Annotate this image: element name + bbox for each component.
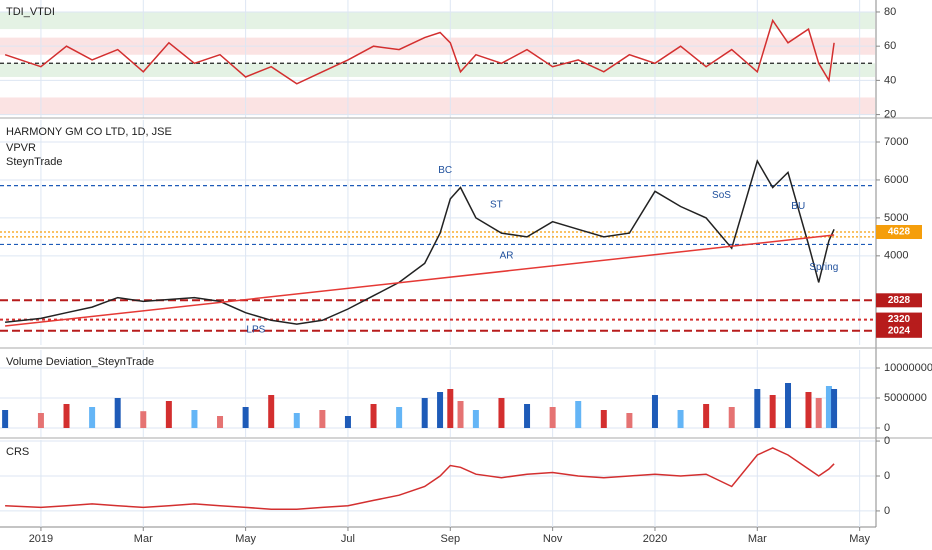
level-label: 2828 [888,295,911,306]
annotation: BC [438,165,452,176]
annotation: ST [490,199,503,210]
level-label-box [876,312,922,327]
volume-bar [626,413,633,428]
y-tick-label: 80 [884,6,896,18]
y-tick-label: 4000 [884,250,908,262]
volume-bar [825,386,832,428]
volume-bar [268,395,275,428]
y-tick-label: 0 [884,505,890,517]
volume-bar [2,410,9,428]
volume-bar [437,392,444,428]
x-tick-label: 2019 [29,533,53,545]
annotation: SoS [712,190,731,201]
volume-bar [754,389,761,428]
volume-bar [651,395,658,428]
level-label: 4628 [888,227,911,238]
volume-bar [114,398,121,428]
y-tick-label: 6000 [884,174,908,186]
volume-bar [370,404,377,428]
volume-bar [191,410,198,428]
panel-subtitle: SteynTrade [6,156,62,168]
x-tick-label: Sep [441,533,461,545]
annotation: BU [791,201,805,212]
y-tick-label: 10000000 [884,362,932,374]
y-tick-label: 0 [884,422,890,434]
level-label-box [876,293,922,308]
y-tick-label: 0 [884,435,890,447]
zone [0,97,875,115]
series-line [5,159,835,325]
x-tick-label: May [235,533,256,545]
volume-bar [677,410,684,428]
series-line [5,447,835,510]
volume-bar [447,389,454,428]
panel-title: Volume Deviation_SteynTrade [6,356,154,368]
panel-subtitle: VPVR [6,142,36,154]
level-label-box [876,225,922,240]
volume-bar [457,401,464,428]
y-tick-label: 20 [884,108,896,120]
zone [0,63,875,77]
volume-bar [421,398,428,428]
level-label-box [876,323,922,338]
volume-bar [472,410,479,428]
y-tick-label: 5000 [884,212,908,224]
volume-bar [242,407,249,428]
x-tick-label: Jul [341,533,355,545]
level-label: 2024 [888,325,911,336]
annotation: Spring [809,262,838,273]
panel-title: CRS [6,446,29,458]
y-tick-label: 5000000 [884,392,927,404]
y-tick-label: 0 [884,470,890,482]
volume-bar [293,413,300,428]
annotation: LPS [246,324,265,335]
volume-bar [344,416,351,428]
volume-bar [805,392,812,428]
y-tick-label: 7000 [884,136,908,148]
volume-bar [165,401,172,428]
panel-title: HARMONY GM CO LTD, 1D, JSE [6,126,172,138]
volume-bar [703,404,710,428]
volume-bar [89,407,96,428]
volume-bar [319,410,326,428]
volume-bar [524,404,531,428]
volume-bar [217,416,224,428]
x-tick-label: 2020 [643,533,667,545]
volume-bar [769,395,776,428]
volume-bar [831,389,838,428]
volume-bar [785,383,792,428]
volume-bar [815,398,822,428]
volume-bar [37,413,44,428]
level-label: 2320 [888,314,911,325]
y-tick-label: 60 [884,40,896,52]
annotation: AR [500,250,514,261]
volume-bar [728,407,735,428]
series-line [4,18,835,85]
volume-bar [600,410,607,428]
x-tick-label: Nov [543,533,563,545]
volume-bar [63,404,70,428]
panel-title: TDI_VTDI [6,6,55,18]
x-tick-label: Mar [748,533,767,545]
volume-bar [498,398,505,428]
series-line [5,234,835,327]
volume-bar [549,407,556,428]
y-tick-label: 40 [884,74,896,86]
volume-bar [140,411,147,428]
x-tick-label: Mar [134,533,153,545]
zone [0,11,875,30]
volume-bar [575,401,582,428]
x-tick-label: May [849,533,870,545]
volume-bar [396,407,403,428]
